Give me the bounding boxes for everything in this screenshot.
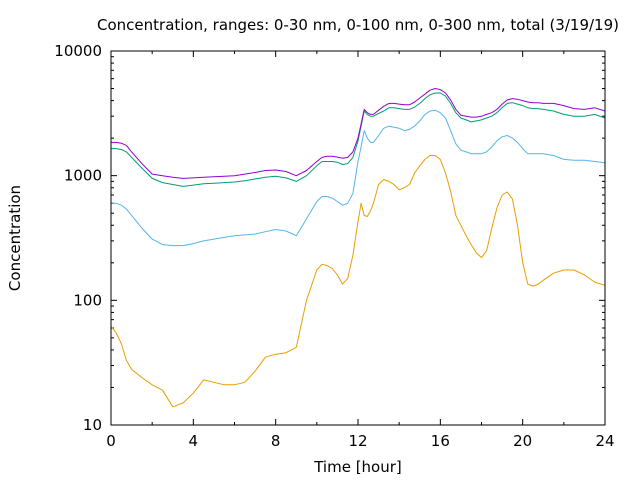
y-tick-label: 1000 <box>64 167 102 185</box>
series-line-3 <box>111 88 606 179</box>
plot-area: 0 4 8 12 16 20 24 10 100 1000 10000 <box>54 42 614 450</box>
series-line-2 <box>111 92 606 187</box>
series-line-0 <box>110 155 606 408</box>
x-tick-label: 24 <box>595 432 614 450</box>
chart-title: Concentration, ranges: 0-30 nm, 0-100 nm… <box>97 16 619 34</box>
x-tick-label: 16 <box>431 432 450 450</box>
series-line-1 <box>111 109 606 247</box>
x-tick-label: 0 <box>106 432 116 450</box>
plot-frame <box>110 50 606 426</box>
x-tick-label: 20 <box>513 432 532 450</box>
y-tick-label: 10000 <box>54 42 102 60</box>
y-tick-label: 10 <box>83 416 102 434</box>
x-tick-label: 4 <box>189 432 199 450</box>
x-tick-label: 12 <box>348 432 367 450</box>
x-axis-title: Time [hour] <box>313 458 402 476</box>
y-tick-label: 100 <box>73 291 102 309</box>
x-tick-label: 8 <box>271 432 281 450</box>
y-axis-title: Concentration <box>6 185 24 291</box>
